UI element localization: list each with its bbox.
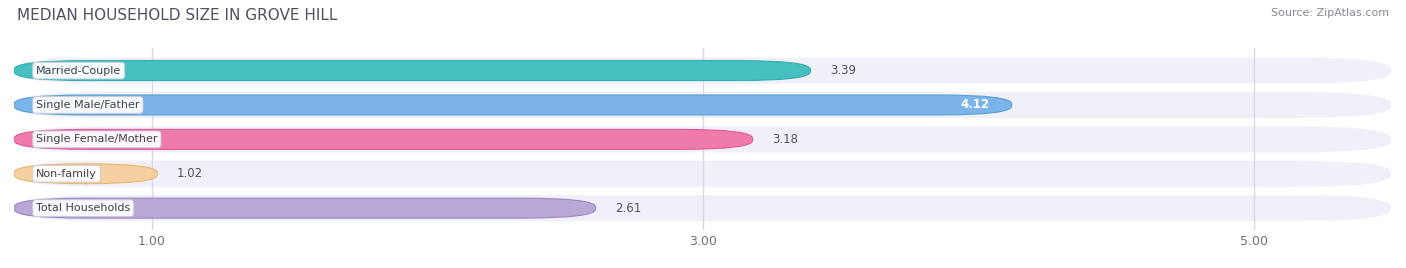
FancyBboxPatch shape (14, 198, 596, 218)
Text: 4.12: 4.12 (960, 98, 990, 111)
Text: Source: ZipAtlas.com: Source: ZipAtlas.com (1271, 8, 1389, 18)
FancyBboxPatch shape (14, 61, 810, 81)
Text: Single Female/Mother: Single Female/Mother (37, 134, 157, 144)
FancyBboxPatch shape (14, 125, 1392, 154)
FancyBboxPatch shape (14, 164, 157, 184)
FancyBboxPatch shape (14, 129, 752, 149)
Text: 3.39: 3.39 (830, 64, 856, 77)
FancyBboxPatch shape (14, 160, 1392, 188)
Text: 2.61: 2.61 (614, 202, 641, 215)
FancyBboxPatch shape (14, 194, 1392, 222)
Text: 1.02: 1.02 (177, 167, 202, 180)
FancyBboxPatch shape (14, 57, 1392, 85)
Text: MEDIAN HOUSEHOLD SIZE IN GROVE HILL: MEDIAN HOUSEHOLD SIZE IN GROVE HILL (17, 8, 337, 23)
FancyBboxPatch shape (14, 91, 1392, 119)
Text: Married-Couple: Married-Couple (37, 66, 121, 76)
Text: Total Households: Total Households (37, 203, 131, 213)
Text: Single Male/Father: Single Male/Father (37, 100, 139, 110)
FancyBboxPatch shape (14, 95, 1012, 115)
Text: Non-family: Non-family (37, 169, 97, 179)
Text: 3.18: 3.18 (772, 133, 797, 146)
